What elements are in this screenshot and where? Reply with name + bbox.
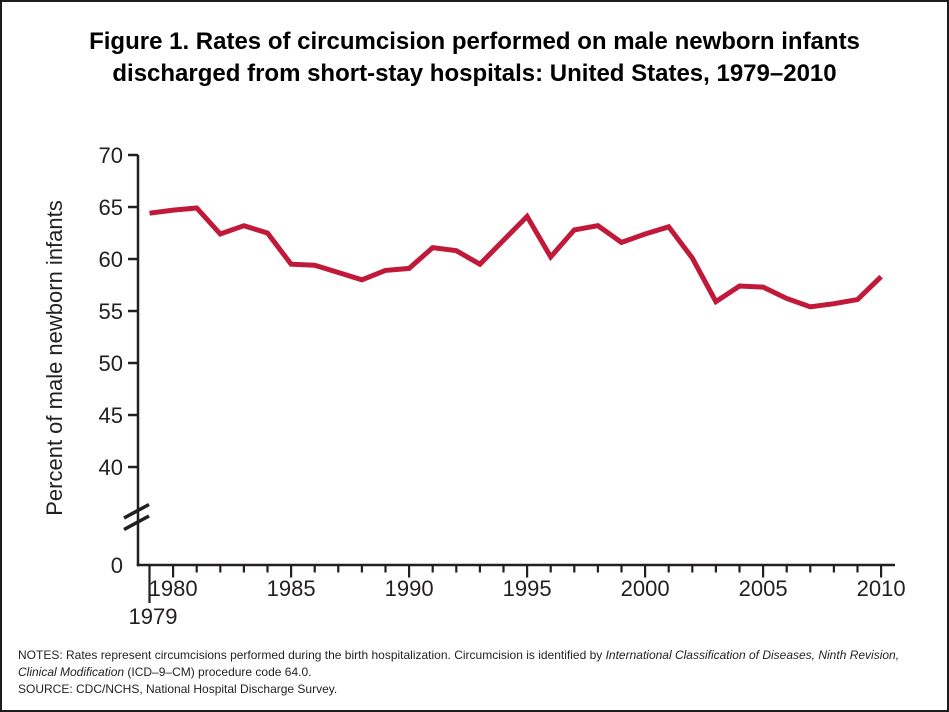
y-axis-ticks: 70 65 60 55 50 45 40 0 <box>99 143 138 578</box>
x-tick-label: 1980 <box>149 576 198 601</box>
figure-title-line1: Figure 1. Rates of circumcision performe… <box>89 28 860 55</box>
y-tick-label: 50 <box>99 351 123 376</box>
y-tick-label: 40 <box>99 455 123 480</box>
x-tick-label: 1990 <box>385 576 434 601</box>
x-tick-label-first-year: 1979 <box>129 604 178 629</box>
y-axis-break-mark-lower <box>123 514 150 532</box>
y-tick-label: 55 <box>99 299 123 324</box>
trend-line <box>149 205 883 310</box>
figure-title: Figure 1. Rates of circumcision performe… <box>2 26 947 90</box>
y-tick-label: 60 <box>99 247 123 272</box>
x-tick-label: 2010 <box>857 576 906 601</box>
y-axis-break-mark-upper <box>123 502 150 520</box>
x-tick-label: 1985 <box>267 576 316 601</box>
figure-notes: NOTES: Rates represent circumcisions per… <box>18 647 935 698</box>
x-axis-ticks: 1980 1985 1990 1995 2000 2005 2010 1979 <box>129 565 906 629</box>
notes-text: NOTES: Rates represent circumcisions per… <box>18 648 900 679</box>
x-tick-label: 1995 <box>503 576 552 601</box>
x-tick-label: 2005 <box>739 576 788 601</box>
y-tick-label: 70 <box>99 143 123 168</box>
y-tick-label: 45 <box>99 403 123 428</box>
x-tick-label: 2000 <box>621 576 670 601</box>
y-tick-label: 0 <box>111 553 123 578</box>
figure-title-line2: discharged from short-stay hospitals: Un… <box>112 60 837 87</box>
figure-source: SOURCE: CDC/NCHS, National Hospital Disc… <box>18 682 338 696</box>
y-tick-label: 65 <box>99 195 123 220</box>
